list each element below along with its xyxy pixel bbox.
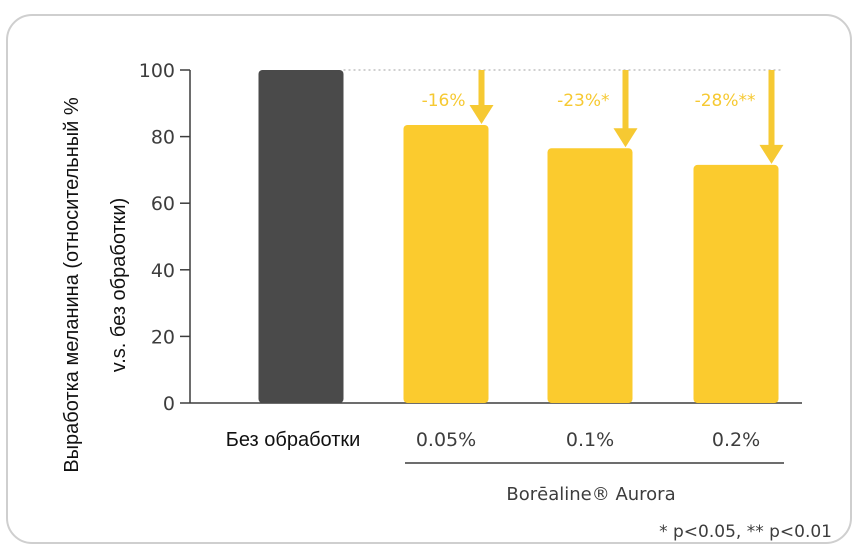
x-tick-label: 0.2% xyxy=(712,429,760,451)
y-tick-label: 40 xyxy=(151,260,175,282)
change-arrows: -16% -23%* -28%** xyxy=(422,70,784,164)
y-axis-label-line2: v.s. без обработки) xyxy=(108,198,130,373)
y-tick-label: 20 xyxy=(151,326,175,348)
x-tick-label: 0.1% xyxy=(566,429,614,451)
y-tick-label: 60 xyxy=(151,193,175,215)
x-tick-label: 0.05% xyxy=(416,429,476,451)
change-arrow-head xyxy=(613,128,638,148)
bar xyxy=(403,124,489,403)
change-arrow-head xyxy=(469,104,494,124)
labels: Без обработки 0.05% 0.1% 0.2% xyxy=(226,429,760,451)
bars xyxy=(258,70,779,403)
change-label: -23%* xyxy=(557,91,609,111)
y-axis-label-line1: Выработка меланина (относительный % xyxy=(61,97,83,473)
change-label: -16% xyxy=(422,91,466,111)
footnote: * p<0.05, ** p<0.01 xyxy=(659,522,832,542)
change-label: -28%** xyxy=(695,91,756,111)
change-arrow-head xyxy=(759,144,784,164)
x-tick-label: Без обработки xyxy=(226,429,361,451)
y-tick-label: 80 xyxy=(151,127,175,149)
group-label: Borēaline® Aurora xyxy=(506,484,675,505)
y-tick-label: 100 xyxy=(139,60,175,82)
bar xyxy=(547,148,633,403)
bar xyxy=(258,70,344,403)
y-tick-label: 0 xyxy=(163,393,175,415)
bar xyxy=(693,164,779,403)
